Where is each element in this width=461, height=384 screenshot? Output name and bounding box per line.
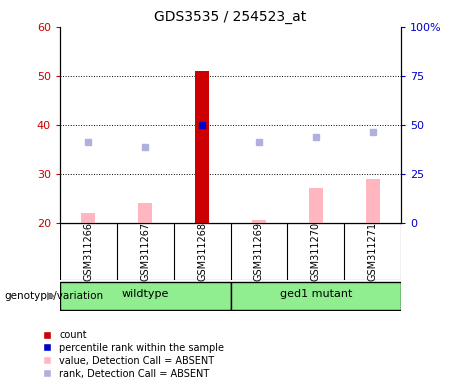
Bar: [366, 179, 380, 223]
Text: genotype/variation: genotype/variation: [5, 291, 104, 301]
Bar: [138, 203, 152, 223]
Text: GSM311271: GSM311271: [367, 222, 378, 281]
Bar: [309, 189, 323, 223]
Text: GSM311270: GSM311270: [311, 222, 321, 281]
Text: ged1 mutant: ged1 mutant: [280, 289, 352, 299]
Bar: [230, 282, 401, 310]
Legend: count, percentile rank within the sample, value, Detection Call = ABSENT, rank, : count, percentile rank within the sample…: [42, 330, 224, 379]
Text: GSM311269: GSM311269: [254, 222, 264, 281]
Bar: [81, 213, 95, 223]
Text: GSM311266: GSM311266: [83, 222, 94, 281]
Text: wildtype: wildtype: [122, 289, 169, 299]
Title: GDS3535 / 254523_at: GDS3535 / 254523_at: [154, 10, 307, 25]
Bar: [60, 282, 230, 310]
Text: ▶: ▶: [47, 291, 55, 301]
Text: GSM311267: GSM311267: [140, 222, 150, 281]
Text: GSM311268: GSM311268: [197, 222, 207, 281]
Bar: [195, 71, 209, 223]
Bar: [252, 220, 266, 223]
